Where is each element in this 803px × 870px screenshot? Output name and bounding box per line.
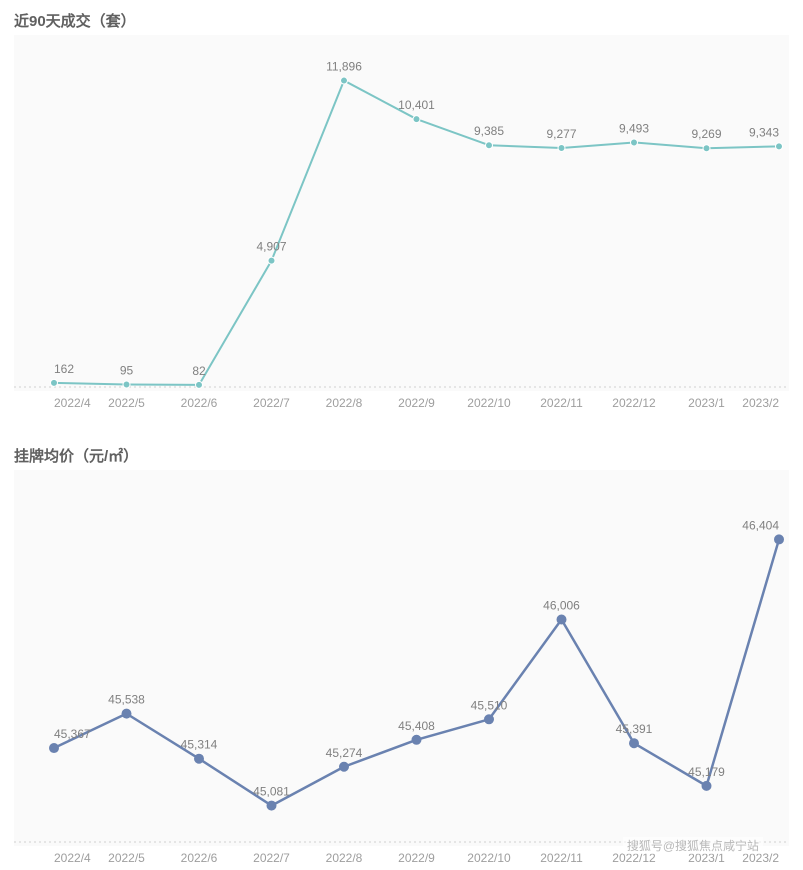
- x-axis-label: 2022/4: [54, 396, 91, 410]
- chart1-svg: 162 2022/4 95 2022/5 82 2022/6 4,907 2022/7 11,8…: [14, 35, 789, 415]
- data-marker: [486, 142, 493, 149]
- chart2-svg: 45,367 2022/4 45,538 2022/5 45,314 2022/6 45,0…: [14, 470, 789, 870]
- x-axis-label: 2022/11: [540, 396, 583, 410]
- data-marker: [558, 145, 565, 152]
- data-marker: [267, 801, 276, 810]
- x-axis-label: 2022/9: [398, 851, 435, 865]
- x-axis-label: 2022/5: [108, 851, 145, 865]
- data-marker: [51, 379, 58, 386]
- value-label: 9,385: [474, 124, 504, 138]
- value-label: 45,274: [326, 746, 363, 760]
- data-marker: [630, 739, 639, 748]
- data-marker: [123, 381, 130, 388]
- value-label: 9,343: [749, 125, 779, 139]
- x-axis-label: 2022/12: [612, 396, 656, 410]
- value-label: 9,277: [546, 127, 576, 141]
- x-axis-label: 2022/10: [467, 396, 511, 410]
- data-marker: [485, 715, 494, 724]
- page: 近90天成交（套） 162 2022/4 95 2022/5 82 2022/6 4,907…: [0, 0, 803, 860]
- value-label: 9,269: [691, 127, 721, 141]
- data-marker: [340, 762, 349, 771]
- value-label: 45,510: [471, 698, 508, 712]
- data-marker: [50, 744, 59, 753]
- plot-background: [14, 35, 789, 391]
- x-axis-label: 2022/7: [253, 851, 290, 865]
- x-axis-label: 2023/1: [688, 851, 725, 865]
- chart2-panel: 挂牌均价（元/㎡） 45,367 2022/4 45,538 2022/5 45,314…: [14, 445, 789, 870]
- data-marker: [631, 139, 638, 146]
- value-label: 95: [120, 364, 134, 378]
- value-label: 45,408: [398, 719, 435, 733]
- value-label: 45,314: [181, 738, 218, 752]
- x-axis-label: 2022/8: [326, 396, 363, 410]
- x-axis-label: 2022/11: [540, 851, 583, 865]
- data-marker: [195, 754, 204, 763]
- data-marker: [413, 116, 420, 123]
- x-axis-label: 2022/9: [398, 396, 435, 410]
- x-axis-label: 2022/6: [181, 851, 218, 865]
- chart1-panel: 近90天成交（套） 162 2022/4 95 2022/5 82 2022/6 4,907…: [14, 10, 789, 415]
- value-label: 9,493: [619, 121, 649, 135]
- x-axis-label: 2022/5: [108, 396, 145, 410]
- value-label: 11,896: [326, 60, 362, 74]
- data-marker: [557, 615, 566, 624]
- x-axis-label: 2022/7: [253, 396, 290, 410]
- value-label: 10,401: [398, 98, 435, 112]
- x-axis-label: 2022/6: [181, 396, 218, 410]
- x-axis-label: 2022/12: [612, 851, 656, 865]
- chart2-wrap: 45,367 2022/4 45,538 2022/5 45,314 2022/6 45,0…: [14, 470, 789, 870]
- data-marker: [776, 143, 783, 150]
- value-label: 162: [54, 362, 74, 376]
- value-label: 46,006: [543, 598, 580, 612]
- x-axis-label: 2023/2: [742, 851, 779, 865]
- data-marker: [702, 781, 711, 790]
- chart1-title: 近90天成交（套）: [14, 10, 789, 31]
- x-axis-label: 2023/1: [688, 396, 725, 410]
- data-marker: [341, 77, 348, 84]
- data-marker: [196, 381, 203, 388]
- value-label: 82: [192, 364, 206, 378]
- plot-background: [14, 470, 789, 846]
- data-marker: [412, 735, 421, 744]
- value-label: 4,907: [256, 240, 286, 254]
- x-axis-label: 2022/4: [54, 851, 91, 865]
- data-marker: [703, 145, 710, 152]
- value-label: 45,391: [616, 722, 653, 736]
- value-label: 45,538: [108, 693, 145, 707]
- data-marker: [122, 709, 131, 718]
- value-label: 45,081: [253, 785, 290, 799]
- value-label: 45,367: [54, 727, 91, 741]
- chart2-title: 挂牌均价（元/㎡）: [14, 445, 789, 466]
- chart1-wrap: 162 2022/4 95 2022/5 82 2022/6 4,907 2022/7 11,8…: [14, 35, 789, 415]
- x-axis-label: 2022/8: [326, 851, 363, 865]
- value-label: 45,179: [688, 765, 725, 779]
- value-label: 46,404: [742, 518, 779, 532]
- panel-gap: [14, 415, 789, 445]
- x-axis-label: 2023/2: [742, 396, 779, 410]
- data-marker: [775, 535, 784, 544]
- x-axis-label: 2022/10: [467, 851, 511, 865]
- data-marker: [268, 257, 275, 264]
